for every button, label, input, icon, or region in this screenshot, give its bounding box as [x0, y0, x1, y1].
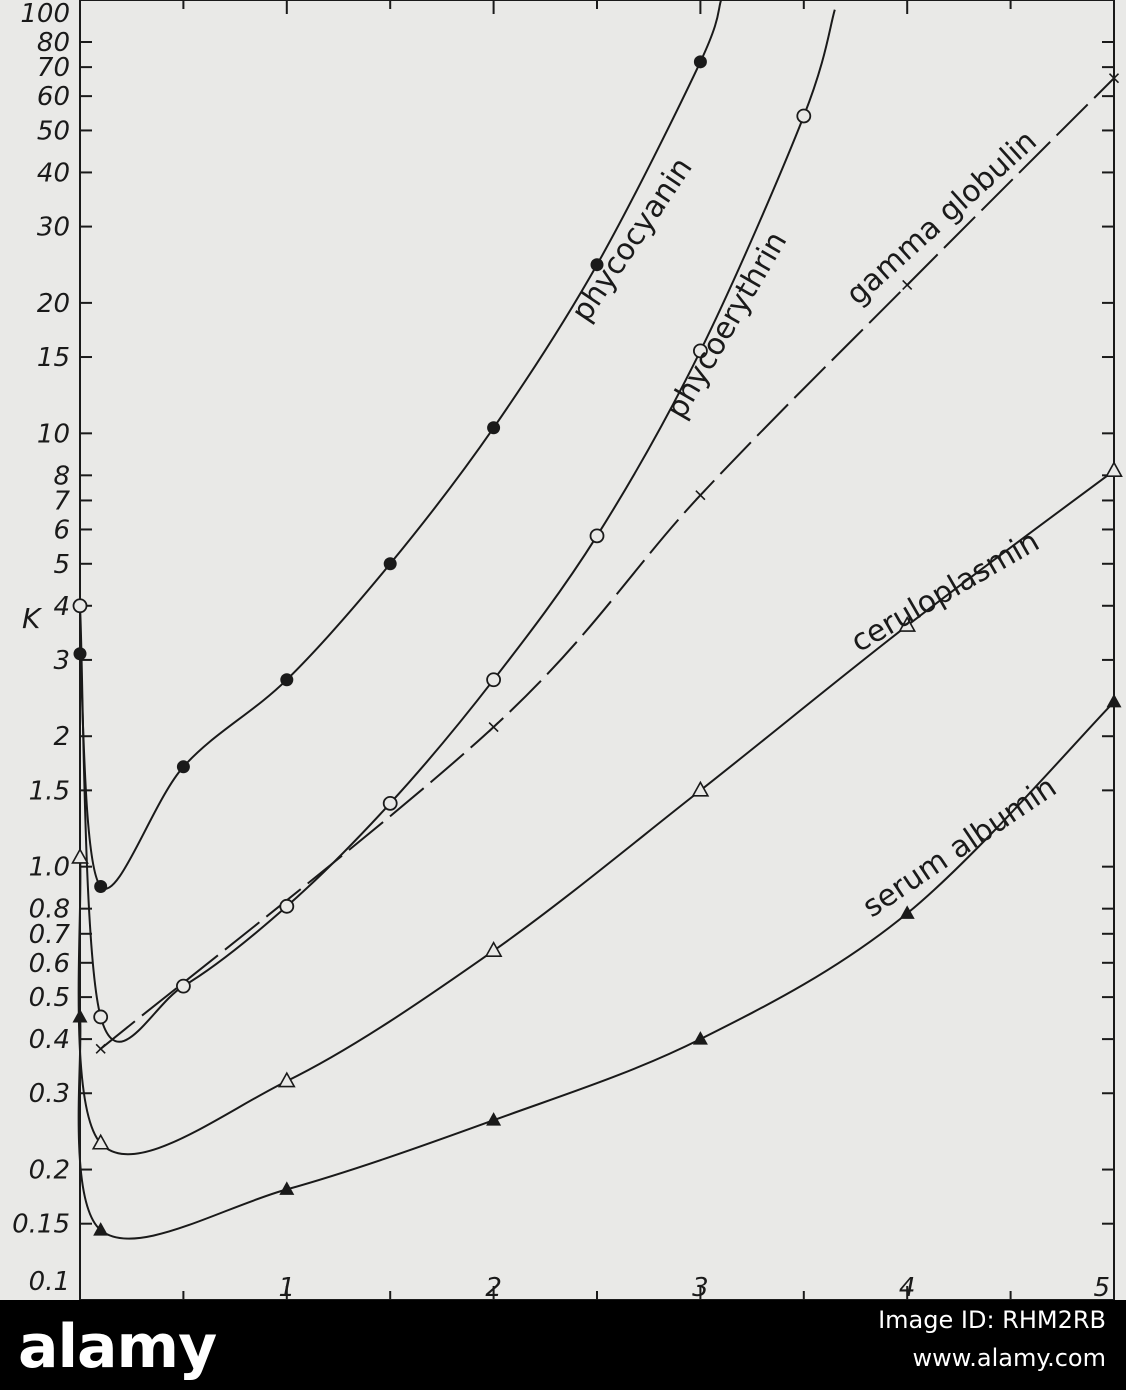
x-tick-label-3: 4 — [899, 1273, 916, 1300]
point-phycocyanin-0 — [73, 647, 87, 661]
point-phycocyanin-4 — [383, 557, 397, 571]
series-label-serum-albumin: serum albumin — [856, 770, 1063, 925]
labels-layer: 0.10.150.20.30.40.50.60.70.81.01.5234567… — [12, 0, 1110, 1300]
y-tick-label-10: 1.5 — [29, 776, 70, 806]
point-phycoerythrin-1 — [93, 1009, 109, 1025]
x-tick-label-4: 5 — [1093, 1273, 1110, 1300]
y-tick-label-21: 30 — [37, 213, 70, 243]
series-line-phycoerythrin — [79, 9, 836, 1043]
point-phycoerythrin-8 — [796, 108, 812, 124]
site-url-text: www.alamy.com — [912, 1344, 1106, 1372]
series-line-phycocyanin — [79, 0, 723, 890]
point-phycocyanin-3 — [280, 673, 294, 687]
series-label-phycoerythrin: phycoerythrin — [659, 226, 794, 425]
point-ceruloplasmin-6 — [1105, 461, 1123, 477]
point-serum-albumin-2 — [279, 1181, 295, 1195]
y-tick-label-5: 0.5 — [29, 983, 70, 1013]
y-tick-label-12: 3 — [53, 646, 70, 676]
y-tick-label-26: 80 — [37, 28, 70, 58]
image-id-text: Image ID: RHM2RB — [878, 1306, 1106, 1334]
point-gamma-globulin-4 — [1108, 73, 1120, 84]
point-serum-albumin-6 — [1106, 693, 1122, 708]
point-phycocyanin-7 — [693, 55, 707, 69]
point-ceruloplasmin-1 — [91, 1133, 110, 1150]
point-phycocyanin-1 — [94, 879, 108, 893]
point-phycocyanin-2 — [176, 760, 190, 774]
point-phycocyanin-5 — [487, 421, 501, 435]
x-tick-label-1: 2 — [485, 1273, 502, 1300]
point-gamma-globulin-2 — [695, 490, 706, 501]
point-phycoerythrin-3 — [279, 898, 295, 914]
y-tick-label-25: 70 — [37, 53, 70, 83]
y-tick-label-24: 60 — [37, 82, 70, 112]
point-phycoerythrin-4 — [382, 795, 398, 811]
y-tick-label-3: 0.3 — [29, 1079, 70, 1109]
y-tick-label-9: 1.0 — [29, 853, 70, 883]
point-phycoerythrin-2 — [175, 978, 191, 994]
y-tick-label-2: 0.2 — [29, 1156, 70, 1186]
series-line-gamma-globulin — [100, 77, 1115, 1050]
y-tick-label-16: 7 — [53, 486, 70, 516]
point-phycoerythrin-7 — [693, 343, 708, 359]
y-tick-label-22: 40 — [37, 158, 70, 188]
y-tick-label-14: 5 — [53, 550, 70, 580]
brand-logo: alamy — [18, 1312, 217, 1382]
watermark-bar: alamy Image ID: RHM2RB www.alamy.com — [0, 1300, 1126, 1390]
y-tick-label-20: 20 — [37, 289, 70, 319]
point-serum-albumin-1 — [93, 1222, 109, 1236]
series-line-serum-albumin — [77, 701, 1115, 1240]
point-serum-albumin-5 — [899, 905, 915, 919]
point-serum-albumin-4 — [692, 1031, 708, 1045]
point-phycoerythrin-0 — [72, 598, 88, 614]
y-tick-label-19: 15 — [37, 343, 70, 373]
y-tick-label-17: 8 — [53, 461, 70, 491]
y-tick-label-13: 4 — [53, 592, 70, 622]
y-tick-label-1: 0.15 — [12, 1210, 70, 1240]
point-ceruloplasmin-4 — [691, 780, 710, 797]
point-ceruloplasmin-5 — [898, 615, 917, 632]
point-serum-albumin-0 — [72, 1008, 88, 1023]
series-label-gamma-globulin: gamma globulin — [840, 124, 1044, 313]
markers-layer — [71, 55, 1123, 1236]
point-phycocyanin-6 — [590, 258, 604, 272]
ticks-layer — [80, 0, 1115, 1300]
point-ceruloplasmin-2 — [277, 1071, 296, 1088]
point-ceruloplasmin-3 — [484, 941, 503, 957]
y-axis-label: K — [22, 602, 43, 635]
point-gamma-globulin-0 — [95, 1043, 106, 1054]
series-label-ceruloplasmin: ceruloplasmin — [845, 524, 1045, 660]
x-tick-label-2: 3 — [692, 1273, 709, 1300]
y-tick-label-7: 0.7 — [29, 920, 71, 950]
y-tick-label-8: 0.8 — [29, 895, 70, 925]
point-gamma-globulin-1 — [488, 721, 499, 733]
chart-figure: 0.1 0.15 0.2 0.3 0.4 0.5 0.6 0.7 0.8 1.0 1.5 2 3 4 5 6 7… — [0, 0, 1126, 1300]
y-tick-label-23: 50 — [37, 116, 70, 146]
point-phycoerythrin-5 — [486, 672, 502, 688]
point-gamma-globulin-3 — [902, 279, 913, 291]
y-tick-label-11: 2 — [53, 722, 70, 752]
y-tick-label-15: 6 — [53, 515, 70, 545]
y-tick-label-18: 10 — [37, 419, 70, 449]
y-tick-label-0: 0.1 — [29, 1267, 70, 1297]
point-ceruloplasmin-0 — [71, 847, 89, 864]
x-tick-label-0: 1 — [279, 1273, 296, 1300]
y-tick-label-6: 0.6 — [29, 949, 70, 979]
series-label-phycocyanin: phycocyanin — [565, 151, 700, 328]
point-serum-albumin-3 — [486, 1112, 502, 1126]
point-phycoerythrin-6 — [589, 528, 605, 544]
y-tick-label-27: 100 — [20, 0, 70, 29]
y-tick-label-4: 0.4 — [29, 1025, 70, 1055]
chart-svg: 0.10.150.20.30.40.50.60.70.81.01.5234567… — [12, 0, 1123, 1300]
